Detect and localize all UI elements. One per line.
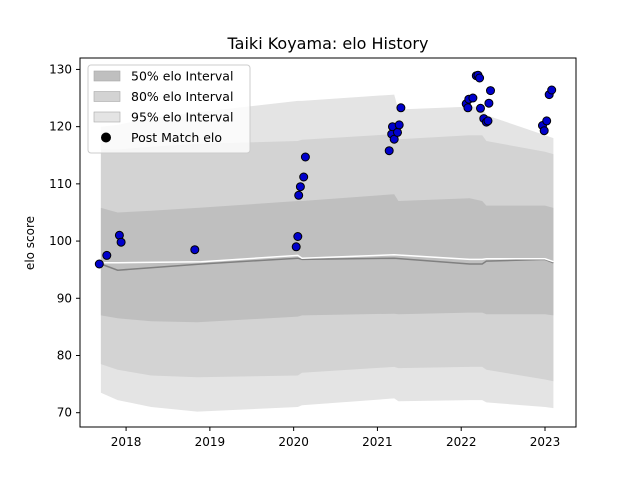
mean-elo-line — [100, 257, 554, 271]
post-match-elo-point — [384, 146, 394, 156]
y-axis-label: elo score — [23, 216, 37, 270]
post-match-elo-point — [294, 190, 304, 200]
y-tick-label: 110 — [49, 177, 72, 191]
post-match-elo-point — [468, 93, 478, 103]
y-tick-label: 70 — [57, 406, 72, 420]
x-tick-label: 2022 — [446, 435, 477, 449]
legend-entry-label: 80% elo Interval — [131, 89, 233, 104]
x-axis: 2018 2019 2020 2021 2022 2023 — [111, 427, 560, 449]
post-match-elo-point — [300, 152, 310, 162]
post-match-elo-point — [542, 116, 552, 126]
post-match-elo-point — [486, 86, 495, 96]
axes-frame — [79, 57, 577, 428]
legend-entry-label: 95% elo Interval — [131, 110, 233, 125]
legend-band-swatch — [93, 91, 121, 102]
legend-box — [87, 64, 251, 154]
y-tick-label: 130 — [49, 62, 72, 76]
y-tick-label: 80 — [57, 348, 72, 362]
plot-area — [94, 70, 557, 412]
post-match-elo-point — [484, 98, 494, 108]
post-match-elo-point — [539, 126, 549, 136]
post-match-elo-point — [394, 120, 404, 130]
post-match-elo-point — [293, 232, 303, 241]
post-match-elo-point — [295, 182, 305, 192]
x-tick-label: 2020 — [278, 435, 309, 449]
post-match-elo-point — [190, 245, 200, 255]
legend: 50% elo Interval 80% elo Interval 95% elo … — [87, 64, 251, 154]
legend-band-swatch — [93, 70, 121, 82]
median-elo-line — [100, 254, 554, 264]
post-match-elo-point — [291, 242, 301, 252]
post-match-elo-point — [396, 103, 406, 113]
legend-entry-label: 50% elo Interval — [131, 69, 233, 84]
y-tick-label: 120 — [49, 120, 72, 134]
y-tick-label: 100 — [49, 234, 72, 248]
post-match-elo-point — [475, 73, 485, 83]
band-50-interval — [100, 194, 554, 323]
post-match-elo-point — [116, 237, 126, 247]
legend-point-swatch — [101, 132, 111, 143]
post-match-elo-point — [94, 259, 104, 269]
post-match-elo-point — [547, 85, 557, 95]
post-match-elo-point — [483, 116, 493, 126]
post-match-elo-point — [102, 250, 112, 260]
legend-entry-label: Post Match elo — [131, 130, 222, 145]
legend-band-swatch — [93, 111, 121, 123]
x-tick-label: 2021 — [362, 435, 393, 449]
post-match-elo-point — [476, 103, 485, 113]
post-match-elo-point — [393, 127, 402, 137]
x-tick-label: 2023 — [530, 435, 561, 449]
y-axis: 70 80 90 100 110 120 130 — [49, 62, 80, 420]
post-match-elo-point — [299, 172, 309, 182]
x-tick-label: 2018 — [111, 435, 142, 449]
post-match-elo-point — [463, 103, 473, 113]
y-tick-label: 90 — [57, 291, 72, 305]
chart-title: Taiki Koyama: elo History — [227, 34, 429, 53]
x-tick-label: 2019 — [195, 435, 226, 449]
